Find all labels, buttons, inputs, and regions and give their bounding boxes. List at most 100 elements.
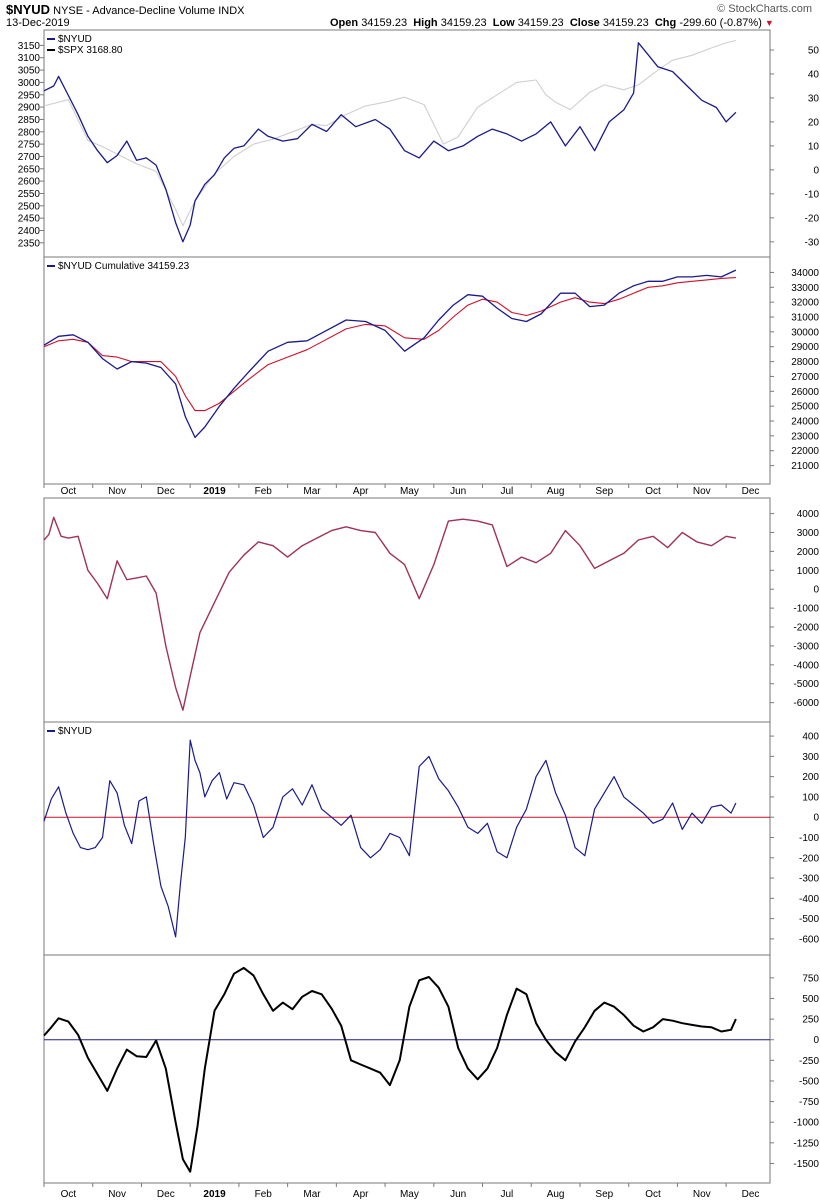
- right-tick-label: -250: [799, 1056, 819, 1067]
- right-tick-label: 32000: [791, 298, 819, 309]
- right-tick-label: -1000: [793, 604, 819, 615]
- chart-date: 13-Dec-2019: [6, 17, 70, 29]
- panel-frame-5: [43, 954, 771, 1184]
- month-label: May: [400, 486, 419, 497]
- month-label: Mar: [303, 486, 321, 497]
- right-tick-label: -2000: [793, 623, 819, 634]
- series-line--nyud: [43, 42, 737, 243]
- right-tick-label: -400: [799, 894, 819, 905]
- right-tick-label: 30000: [791, 327, 819, 338]
- left-tick-label: 3150: [18, 41, 41, 52]
- right-tick-label: 4000: [797, 509, 820, 520]
- left-tick-label: 3050: [18, 66, 41, 77]
- right-tick-label: 750: [802, 973, 819, 984]
- right-tick-label: -6000: [793, 698, 819, 709]
- right-tick-label: 34000: [791, 268, 819, 279]
- right-tick-label: 29000: [791, 342, 819, 353]
- right-tick-label: -200: [799, 853, 819, 864]
- series-line-panel3: [43, 516, 737, 711]
- low-label: Low: [492, 17, 515, 29]
- right-tick-label: -600: [799, 934, 819, 945]
- right-tick-label: 300: [802, 752, 819, 763]
- symbol-label: $NYUD: [6, 2, 51, 17]
- right-tick-label: 10: [808, 141, 820, 152]
- open-value: 34159.23: [361, 17, 408, 29]
- right-tick-label: -4000: [793, 660, 819, 671]
- series-line-moving-average: [43, 277, 736, 412]
- stockcharts-logo: © StockCharts.com: [717, 3, 812, 15]
- panel-frame-3: [43, 497, 771, 723]
- month-label: Aug: [547, 1189, 565, 1200]
- right-tick-label: 0: [813, 813, 819, 824]
- right-tick-label: -10: [805, 189, 820, 200]
- month-label: Jun: [450, 486, 466, 497]
- month-label: Sep: [595, 1189, 613, 1200]
- right-tick-label: 25000: [791, 402, 819, 413]
- month-label: Aug: [547, 486, 565, 497]
- right-tick-label: -500: [799, 1076, 819, 1087]
- right-tick-label: 100: [802, 792, 819, 803]
- right-tick-label: 33000: [791, 283, 819, 294]
- left-tick-label: 2450: [18, 214, 41, 225]
- series-line--nyud: [43, 739, 737, 938]
- month-label: Oct: [61, 1189, 77, 1200]
- left-tick-label: 3100: [18, 53, 41, 64]
- right-tick-label: 27000: [791, 372, 819, 383]
- low-value: 34159.23: [517, 17, 564, 29]
- right-tick-label: 3000: [797, 528, 820, 539]
- month-label: Dec: [742, 1189, 760, 1200]
- month-label: Dec: [157, 486, 175, 497]
- right-tick-label: 200: [802, 772, 819, 783]
- month-label: May: [400, 1189, 419, 1200]
- ohlc-readout: Open 34159.23 High 34159.23 Low 34159.23…: [330, 17, 774, 29]
- high-value: 34159.23: [440, 17, 487, 29]
- right-tick-label: 0: [813, 165, 819, 176]
- month-label: Jul: [500, 1189, 513, 1200]
- month-label: Sep: [595, 486, 613, 497]
- month-label: Oct: [645, 486, 661, 497]
- right-tick-label: -750: [799, 1097, 819, 1108]
- right-tick-label: 0: [813, 1035, 819, 1046]
- right-tick-label: 22000: [791, 446, 819, 457]
- left-tick-label: 2750: [18, 140, 41, 151]
- right-tick-label: 0: [813, 585, 819, 596]
- series-line--spx-3168-80: [43, 39, 737, 227]
- left-tick-label: 2500: [18, 201, 41, 212]
- right-tick-label: -30: [805, 237, 820, 248]
- month-label: Nov: [108, 486, 126, 497]
- left-tick-label: 2550: [18, 189, 41, 200]
- right-tick-label: -100: [799, 833, 819, 844]
- left-tick-label: 2400: [18, 226, 41, 237]
- month-label: 2019: [203, 1189, 226, 1200]
- month-label: Dec: [157, 1189, 175, 1200]
- close-value: 34159.23: [602, 17, 649, 29]
- month-label: 2019: [203, 486, 226, 497]
- left-tick-label: 2800: [18, 127, 41, 138]
- legend-label: $NYUD: [58, 726, 92, 737]
- month-label: Oct: [61, 486, 77, 497]
- right-tick-label: 400: [802, 732, 819, 743]
- right-tick-label: -5000: [793, 679, 819, 690]
- left-tick-label: 3000: [18, 78, 41, 89]
- right-tick-label: 31000: [791, 313, 819, 324]
- right-tick-label: 50: [808, 45, 820, 56]
- left-tick-label: 2350: [18, 238, 41, 249]
- right-tick-label: 30: [808, 93, 820, 104]
- month-label: Mar: [303, 1189, 321, 1200]
- right-tick-label: -1250: [793, 1138, 819, 1149]
- right-tick-label: -300: [799, 874, 819, 885]
- right-tick-label: 21000: [791, 461, 819, 472]
- right-tick-label: 2000: [797, 547, 820, 558]
- right-tick-label: -1000: [793, 1118, 819, 1129]
- right-tick-label: -1500: [793, 1159, 819, 1170]
- month-label: Jul: [500, 486, 513, 497]
- left-tick-label: 2700: [18, 152, 41, 163]
- left-tick-label: 2650: [18, 164, 41, 175]
- month-label: Feb: [255, 486, 273, 497]
- chart-header-line1: $NYUD NYSE - Advance-Decline Volume INDX: [6, 2, 245, 17]
- month-label: Apr: [353, 486, 369, 497]
- month-label: Jun: [450, 1189, 466, 1200]
- right-tick-label: -20: [805, 213, 820, 224]
- month-label: Dec: [742, 486, 760, 497]
